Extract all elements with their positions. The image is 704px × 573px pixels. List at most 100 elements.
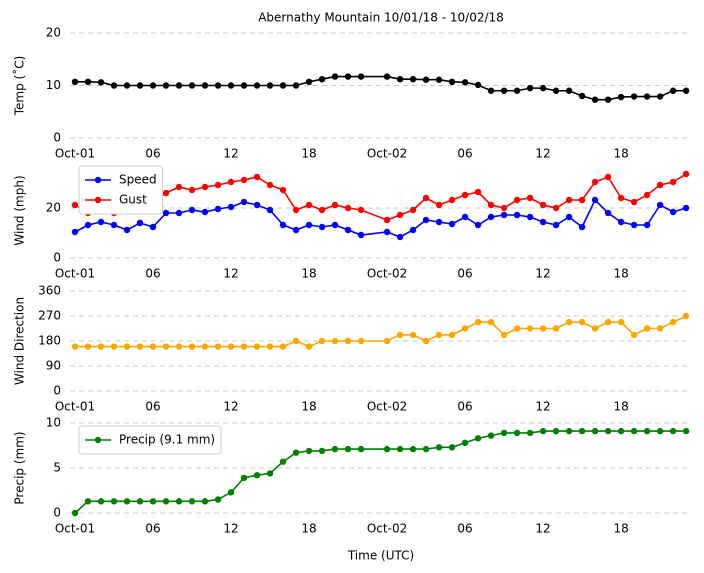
data-point bbox=[175, 209, 183, 217]
x-tick-label: 12 bbox=[535, 400, 550, 414]
data-point bbox=[201, 183, 209, 191]
x-tick-label: 06 bbox=[457, 147, 472, 161]
x-tick-label: Oct-02 bbox=[367, 267, 407, 281]
data-point bbox=[565, 318, 573, 326]
y-tick-label: 360 bbox=[38, 284, 61, 298]
data-point bbox=[682, 87, 690, 94]
data-point bbox=[396, 76, 404, 83]
data-point bbox=[227, 203, 235, 211]
data-point bbox=[175, 343, 183, 350]
y-tick-label: 10 bbox=[46, 78, 61, 92]
data-point bbox=[188, 343, 196, 350]
panel: 0 90 180 270 360 Oct-01 06 12 18 Oct-02 06 12 18 Wind… bbox=[13, 284, 690, 414]
data-point bbox=[71, 509, 79, 517]
data-point bbox=[539, 84, 547, 92]
data-point bbox=[669, 87, 677, 94]
data-point bbox=[409, 206, 417, 214]
data-point bbox=[149, 498, 157, 505]
data-point bbox=[474, 188, 482, 196]
data-point bbox=[656, 181, 664, 189]
data-point bbox=[461, 325, 469, 332]
data-point bbox=[617, 194, 625, 202]
data-point bbox=[604, 173, 612, 181]
data-point bbox=[461, 213, 469, 221]
data-point bbox=[123, 226, 131, 234]
data-point bbox=[526, 429, 534, 437]
data-point bbox=[630, 427, 638, 435]
x-tick-label: 12 bbox=[223, 267, 238, 281]
data-point bbox=[604, 209, 612, 217]
data-point bbox=[630, 331, 638, 339]
data-point bbox=[617, 218, 625, 226]
data-point bbox=[162, 209, 170, 217]
y-tick-label: 0 bbox=[53, 131, 61, 145]
data-point bbox=[357, 73, 365, 80]
data-point bbox=[500, 204, 508, 212]
data-point bbox=[565, 427, 573, 435]
data-point bbox=[227, 489, 235, 496]
data-point bbox=[344, 73, 352, 80]
data-point bbox=[214, 181, 222, 189]
data-point bbox=[487, 213, 495, 221]
data-point bbox=[474, 435, 482, 442]
data-point bbox=[331, 337, 339, 345]
data-point bbox=[227, 343, 235, 350]
x-tick-label: 12 bbox=[223, 400, 238, 414]
data-point bbox=[305, 343, 313, 350]
x-tick-label: 18 bbox=[613, 522, 628, 536]
x-tick-label: Oct-01 bbox=[55, 522, 95, 536]
data-point bbox=[71, 343, 79, 350]
data-point bbox=[409, 445, 417, 453]
data-point bbox=[487, 432, 495, 439]
data-point bbox=[97, 343, 105, 350]
data-point bbox=[513, 87, 521, 94]
data-point bbox=[643, 93, 651, 100]
data-point bbox=[409, 331, 417, 339]
data-point bbox=[279, 82, 287, 89]
data-point bbox=[344, 204, 352, 212]
data-point bbox=[253, 201, 261, 209]
data-point bbox=[279, 343, 287, 350]
data-point bbox=[474, 221, 482, 229]
data-point bbox=[630, 221, 638, 229]
y-tick-label: 0 bbox=[53, 506, 61, 520]
data-point bbox=[565, 213, 573, 221]
data-point bbox=[474, 81, 482, 89]
data-point bbox=[487, 87, 495, 94]
x-tick-label: Oct-02 bbox=[367, 147, 407, 161]
data-point bbox=[578, 427, 586, 435]
x-tick-label: Oct-01 bbox=[55, 267, 95, 281]
data-point bbox=[331, 221, 339, 229]
data-point bbox=[383, 337, 391, 345]
data-point bbox=[396, 233, 404, 241]
x-axis-label: Time (UTC) bbox=[347, 549, 414, 563]
data-point bbox=[396, 211, 404, 219]
data-point bbox=[318, 447, 326, 455]
data-point bbox=[552, 427, 560, 435]
data-point bbox=[552, 87, 560, 94]
data-point bbox=[422, 194, 430, 202]
legend-label: Precip (9.1 mm) bbox=[119, 433, 215, 447]
data-point bbox=[240, 176, 248, 184]
data-point bbox=[240, 198, 248, 206]
data-point bbox=[188, 82, 196, 89]
data-point bbox=[591, 196, 599, 204]
data-point bbox=[71, 201, 79, 209]
x-tick-label: Oct-02 bbox=[367, 400, 407, 414]
y-axis-label: Wind Direction bbox=[13, 297, 27, 385]
data-point bbox=[149, 82, 157, 89]
data-point bbox=[539, 427, 547, 435]
y-tick-label: 5 bbox=[53, 461, 61, 475]
data-point bbox=[604, 318, 612, 326]
data-point bbox=[292, 82, 300, 89]
data-point bbox=[578, 196, 586, 204]
data-point bbox=[630, 198, 638, 206]
data-point bbox=[513, 196, 521, 204]
data-point bbox=[513, 429, 521, 437]
data-point bbox=[188, 186, 196, 194]
data-point bbox=[539, 325, 547, 332]
data-point bbox=[682, 427, 690, 435]
data-point bbox=[84, 343, 92, 350]
data-point bbox=[214, 82, 222, 89]
y-tick-label: 180 bbox=[38, 334, 61, 348]
